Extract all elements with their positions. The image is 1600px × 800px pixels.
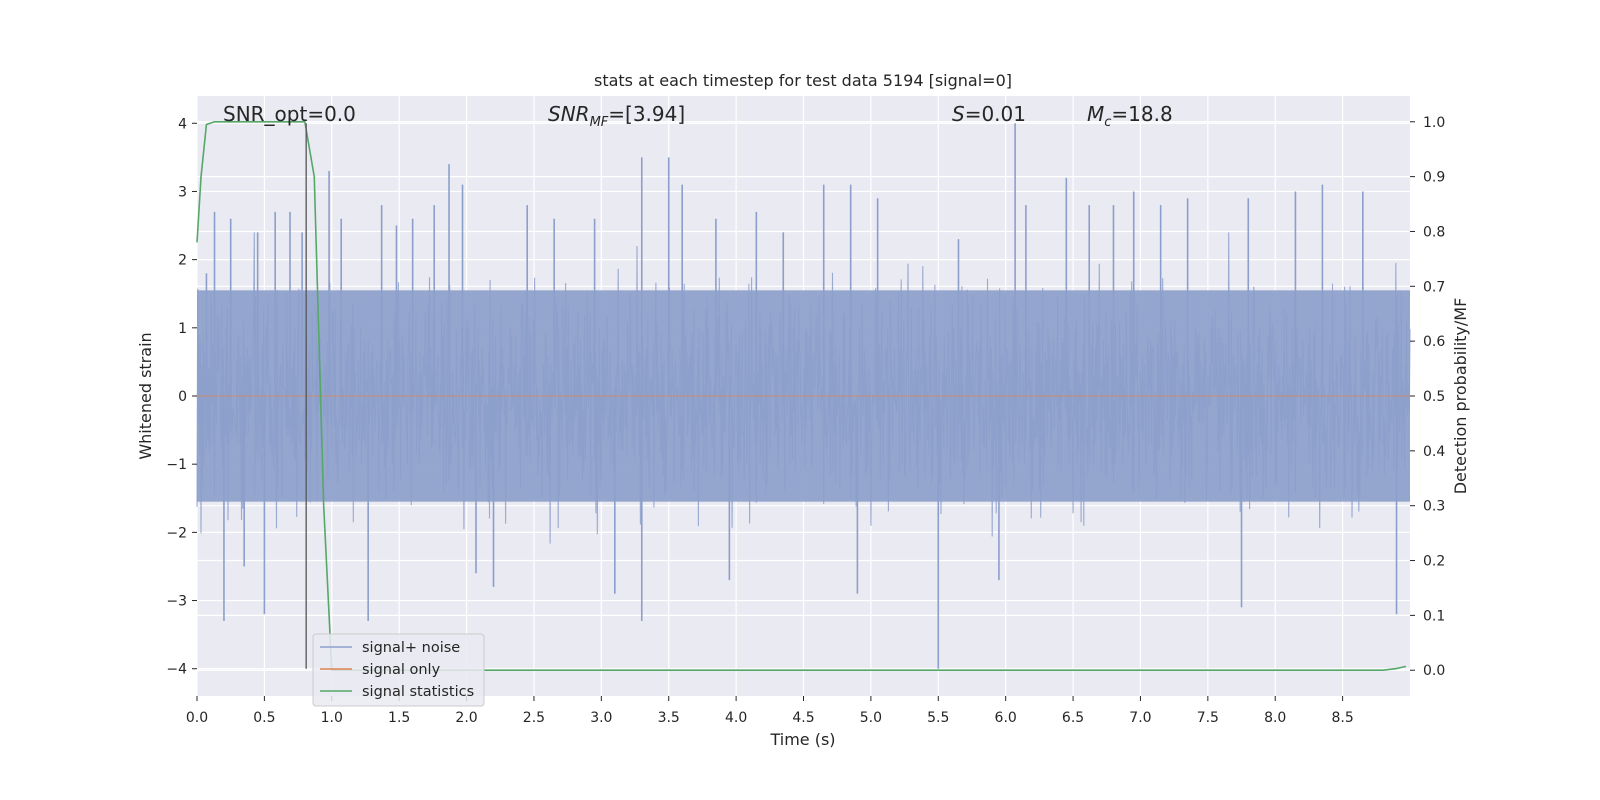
y-tick-label-6: 2: [178, 253, 187, 269]
x-tick-label-11: 5.5: [927, 710, 949, 726]
x-tick-label-14: 7.0: [1129, 710, 1151, 726]
x-tick-label-8: 4.0: [725, 710, 747, 726]
legend-label-signal-only: signal only: [362, 662, 441, 678]
annotation-mc: Mc=18.8: [1087, 102, 1173, 130]
y2-axis-label: Detection probability/MF: [1451, 298, 1470, 495]
y2-tick-label-10: 1.0: [1423, 115, 1445, 131]
annotation-s: S=0.01: [952, 102, 1026, 126]
legend-label-signal-statistics: signal statistics: [362, 684, 474, 700]
y2-tick-label-8: 0.8: [1423, 224, 1445, 240]
series-signal-statistics-line: [196, 120, 1407, 672]
y-tick-label-8: 4: [178, 116, 187, 132]
x-tick-label-5: 2.5: [523, 710, 545, 726]
x-tick-label-6: 3.0: [590, 710, 612, 726]
x-tick-label-12: 6.0: [995, 710, 1017, 726]
legend-box: [312, 633, 485, 707]
annotation-snr-opt: SNR_opt=0.0: [223, 102, 356, 126]
y-tick-label-3: −1: [166, 457, 187, 473]
chart-title: stats at each timestep for test data 519…: [594, 71, 1012, 90]
y-tick-label-1: −3: [166, 594, 187, 610]
x-tick-label-2: 1.0: [321, 710, 343, 726]
y2-tick-label-2: 0.2: [1423, 554, 1445, 570]
annotation-snr-mf-sub: MF: [590, 115, 609, 130]
x-tick-label-16: 8.0: [1264, 710, 1286, 726]
x-axis-label: Time (s): [769, 730, 835, 749]
legend-label-signal-noise: signal+ noise: [362, 640, 460, 656]
y2-tick-label-0: 0.0: [1423, 663, 1445, 679]
y-axis-label: Whitened strain: [136, 332, 155, 459]
annotation-mc-value: =18.8: [1111, 102, 1172, 126]
annotation-mc-base: M: [1087, 102, 1104, 126]
y2-tick-label-3: 0.3: [1423, 499, 1445, 515]
y2-tick-label-7: 0.7: [1423, 279, 1445, 295]
x-tick-label-0: 0.0: [186, 710, 208, 726]
annotation-snr-mf: SNRMF=[3.94]: [548, 102, 685, 130]
y-tick-label-5: 1: [178, 321, 187, 337]
x-tick-label-15: 7.5: [1197, 710, 1219, 726]
x-tick-label-10: 5.0: [860, 710, 882, 726]
x-tick-label-4: 2.0: [455, 710, 477, 726]
annotations: SNR_opt=0.0 SNRMF=[3.94] S=0.01 Mc=18.8: [223, 102, 1173, 130]
y2-tick-label-4: 0.4: [1423, 444, 1445, 460]
y-tick-label-7: 3: [178, 184, 187, 200]
y2-tick-label-6: 0.6: [1423, 334, 1445, 350]
y-tick-label-0: −4: [166, 662, 187, 678]
y2-tick-label-1: 0.1: [1423, 608, 1445, 624]
annotation-snr-mf-value: =[3.94]: [608, 102, 685, 126]
annotation-s-value: =0.01: [965, 102, 1026, 126]
legend: signal+ noise signal only signal statist…: [312, 633, 485, 707]
annotation-snr-mf-base: SNR: [548, 102, 590, 126]
y-tick-label-4: 0: [178, 389, 187, 405]
x-tick-label-7: 3.5: [658, 710, 680, 726]
y2-tick-label-9: 0.9: [1423, 170, 1445, 186]
annotation-mc-sub: c: [1104, 115, 1111, 130]
x-tick-label-13: 6.5: [1062, 710, 1084, 726]
annotation-s-label: S: [952, 102, 965, 126]
data-layer: [196, 120, 1411, 672]
x-tick-label-1: 0.5: [253, 710, 275, 726]
x-tick-label-3: 1.5: [388, 710, 410, 726]
axes: 0.0 0.5 1.0 1.5 2.0 2.5 3.0 3.5 4.0 4.5 5.0 5.5 6.0 6…: [166, 115, 1445, 726]
x-tick-label-9: 4.5: [792, 710, 814, 726]
y2-tick-label-5: 0.5: [1423, 389, 1445, 405]
y-tick-label-2: −2: [166, 525, 187, 541]
x-tick-label-17: 8.5: [1331, 710, 1353, 726]
